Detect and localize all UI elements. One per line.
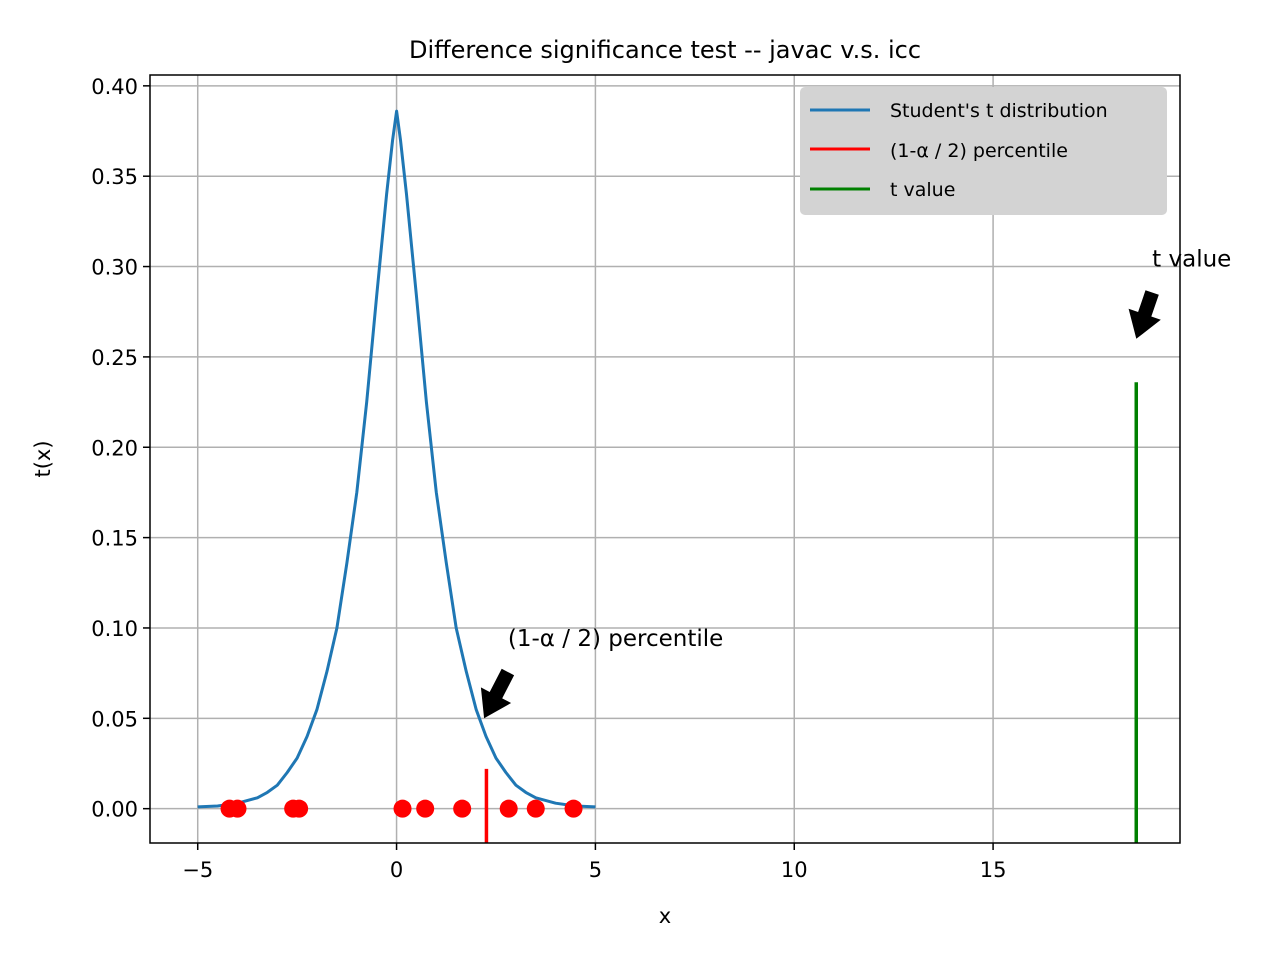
x-tick-label: 15 <box>980 858 1007 882</box>
chart-title: Difference significance test -- javac v.… <box>409 36 921 64</box>
percentile-annotation-label: (1-α / 2) percentile <box>508 626 723 652</box>
plot-area <box>197 109 1139 843</box>
y-tick-label: 0.35 <box>91 165 138 189</box>
y-tick-label: 0.40 <box>91 75 138 99</box>
y-tick-label: 0.15 <box>91 527 138 551</box>
t-value-annotation-arrow <box>1128 290 1161 339</box>
x-axis-label: x <box>659 904 671 928</box>
x-tick-label: 5 <box>589 858 602 882</box>
axes-frame <box>149 74 1181 844</box>
legend: Student's t distribution (1-α / 2) perce… <box>800 87 1167 215</box>
y-tick-label: 0.25 <box>91 346 138 370</box>
axis-ticks: −5 0 5 10 15 0.00 0.05 0.10 0.15 0.20 0.25 0.30 0.35… <box>91 75 1006 882</box>
distribution-curve <box>197 109 596 809</box>
legend-label-distribution: Student's t distribution <box>890 100 1108 122</box>
sample-point <box>453 799 472 818</box>
t-value-annotation-label: t value <box>1152 247 1231 273</box>
sample-point <box>526 799 545 818</box>
sample-point <box>393 799 412 818</box>
y-tick-label: 0.00 <box>91 798 138 822</box>
annotations: (1-α / 2) percentile t value <box>480 247 1231 719</box>
x-tick-label: −5 <box>182 858 213 882</box>
sample-point <box>290 799 309 818</box>
sample-point <box>228 799 247 818</box>
legend-label-percentile: (1-α / 2) percentile <box>890 140 1068 162</box>
sample-point <box>564 799 583 818</box>
y-axis-label: t(x) <box>31 440 55 477</box>
sample-point <box>499 799 518 818</box>
y-tick-label: 0.05 <box>91 707 138 731</box>
y-tick-label: 0.10 <box>91 617 138 641</box>
legend-box <box>800 87 1167 215</box>
grid <box>150 75 1180 843</box>
y-tick-label: 0.30 <box>91 256 138 280</box>
y-tick-label: 0.20 <box>91 436 138 460</box>
sample-point <box>416 799 435 818</box>
x-tick-label: 10 <box>781 858 808 882</box>
percentile-annotation-arrow <box>480 668 515 719</box>
legend-label-t-value: t value <box>890 179 955 201</box>
x-tick-label: 0 <box>390 858 403 882</box>
